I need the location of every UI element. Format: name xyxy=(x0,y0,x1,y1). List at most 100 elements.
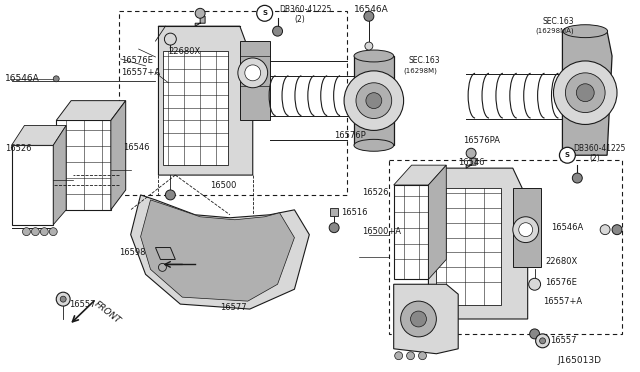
Circle shape xyxy=(419,352,426,360)
Circle shape xyxy=(530,329,540,339)
Text: J165013D: J165013D xyxy=(557,356,602,365)
Circle shape xyxy=(576,84,594,102)
Polygon shape xyxy=(394,284,458,354)
Circle shape xyxy=(559,147,575,163)
Polygon shape xyxy=(56,121,111,210)
Text: 16516: 16516 xyxy=(341,208,367,217)
Text: (16298MA): (16298MA) xyxy=(536,28,574,35)
Circle shape xyxy=(529,278,541,290)
Ellipse shape xyxy=(354,140,394,151)
Polygon shape xyxy=(56,101,125,121)
Circle shape xyxy=(356,83,392,119)
Circle shape xyxy=(164,33,177,45)
Text: 16598: 16598 xyxy=(119,248,145,257)
Text: 16500+A: 16500+A xyxy=(362,227,401,236)
Circle shape xyxy=(366,93,382,109)
Text: 16576P: 16576P xyxy=(334,131,366,140)
Circle shape xyxy=(49,228,57,235)
Ellipse shape xyxy=(354,50,394,62)
Text: 16577: 16577 xyxy=(220,302,246,312)
Text: 16557+A: 16557+A xyxy=(121,68,160,77)
Circle shape xyxy=(365,42,373,50)
Text: (16298M): (16298M) xyxy=(404,68,438,74)
Circle shape xyxy=(600,225,610,235)
Text: 16500: 16500 xyxy=(210,180,236,189)
Circle shape xyxy=(245,65,260,81)
Bar xyxy=(119,11,347,195)
Text: 16557: 16557 xyxy=(69,299,95,309)
Polygon shape xyxy=(563,31,612,155)
Circle shape xyxy=(344,71,404,131)
Circle shape xyxy=(519,223,532,237)
Circle shape xyxy=(159,263,166,271)
Polygon shape xyxy=(428,165,446,279)
Polygon shape xyxy=(354,56,394,145)
Text: 16546: 16546 xyxy=(123,143,149,152)
Polygon shape xyxy=(12,125,66,145)
Circle shape xyxy=(60,296,66,302)
Circle shape xyxy=(395,352,403,360)
Circle shape xyxy=(406,352,415,360)
Text: DB360-41225: DB360-41225 xyxy=(280,5,332,14)
Polygon shape xyxy=(156,247,175,259)
Polygon shape xyxy=(12,145,53,225)
Circle shape xyxy=(31,228,39,235)
Text: 16576PA: 16576PA xyxy=(463,136,500,145)
Text: 16546: 16546 xyxy=(458,158,484,167)
Bar xyxy=(388,160,622,334)
Circle shape xyxy=(466,148,476,158)
Circle shape xyxy=(513,217,539,243)
Text: 16576E: 16576E xyxy=(121,57,152,65)
Polygon shape xyxy=(53,125,66,225)
Ellipse shape xyxy=(563,25,607,38)
Circle shape xyxy=(22,228,31,235)
Text: 22680X: 22680X xyxy=(545,257,578,266)
Polygon shape xyxy=(131,195,309,309)
Circle shape xyxy=(53,76,60,82)
Text: 16557: 16557 xyxy=(550,336,577,345)
Circle shape xyxy=(56,292,70,306)
Circle shape xyxy=(273,26,282,36)
Circle shape xyxy=(612,225,622,235)
Text: S: S xyxy=(262,10,267,16)
Circle shape xyxy=(565,73,605,113)
Circle shape xyxy=(411,311,426,327)
Text: 16526: 16526 xyxy=(4,144,31,153)
Bar xyxy=(436,188,501,305)
Circle shape xyxy=(536,334,550,348)
Text: (2): (2) xyxy=(589,154,600,163)
Text: 16526: 16526 xyxy=(362,189,388,198)
Text: 16546A: 16546A xyxy=(4,74,40,83)
Text: DB360-41225: DB360-41225 xyxy=(573,144,626,153)
Bar xyxy=(513,188,541,267)
Polygon shape xyxy=(159,26,253,175)
Polygon shape xyxy=(394,165,446,185)
Polygon shape xyxy=(141,200,294,301)
Text: 22680X: 22680X xyxy=(168,46,200,55)
Text: 16546A: 16546A xyxy=(552,223,584,232)
Circle shape xyxy=(329,223,339,232)
Polygon shape xyxy=(466,158,476,168)
Circle shape xyxy=(40,228,48,235)
Circle shape xyxy=(540,338,545,344)
Bar xyxy=(330,208,338,216)
Circle shape xyxy=(238,58,268,88)
Circle shape xyxy=(554,61,617,125)
Text: 16576E: 16576E xyxy=(545,278,577,287)
Circle shape xyxy=(257,5,273,21)
Circle shape xyxy=(195,8,205,18)
Circle shape xyxy=(401,301,436,337)
Text: SEC.163: SEC.163 xyxy=(543,17,574,26)
Polygon shape xyxy=(394,185,428,279)
Bar xyxy=(163,51,228,165)
Text: 16546A: 16546A xyxy=(354,5,388,14)
Text: (2): (2) xyxy=(294,15,305,24)
Circle shape xyxy=(364,11,374,21)
Circle shape xyxy=(165,190,175,200)
Circle shape xyxy=(572,173,582,183)
Text: SEC.163: SEC.163 xyxy=(408,57,440,65)
Text: FRONT: FRONT xyxy=(93,299,123,325)
Polygon shape xyxy=(195,16,205,26)
Polygon shape xyxy=(428,168,528,319)
Polygon shape xyxy=(111,101,125,210)
